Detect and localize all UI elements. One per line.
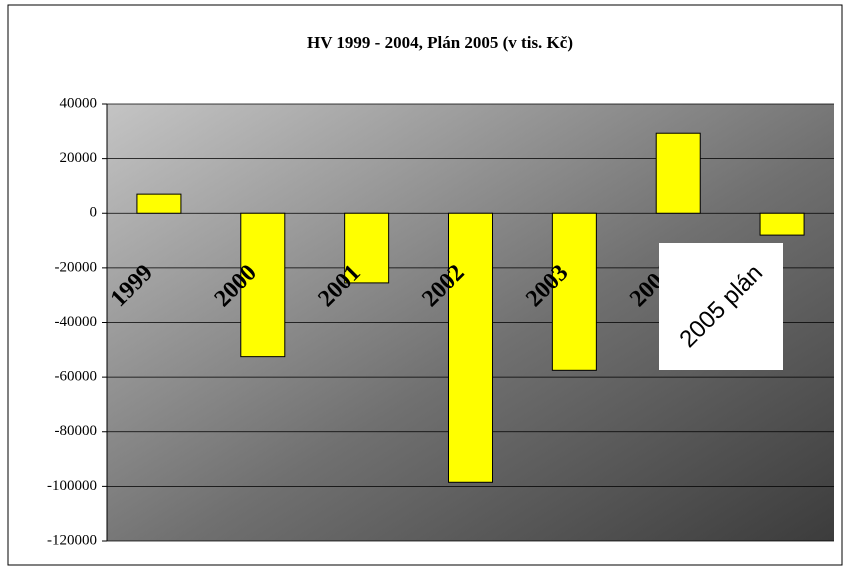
bar <box>344 212 390 284</box>
y-tick-label: -20000 <box>55 259 98 275</box>
bar <box>448 212 493 483</box>
y-tick-label: 0 <box>90 205 98 221</box>
y-tick-label: -120000 <box>47 532 97 548</box>
bar <box>240 212 286 358</box>
chart-title: HV 1999 - 2004, Plán 2005 (v tis. Kč) <box>307 33 573 52</box>
bar <box>759 212 805 236</box>
y-tick-label: -60000 <box>55 369 98 385</box>
y-tick-label: 40000 <box>60 95 98 111</box>
bar <box>551 212 597 371</box>
y-tick-label: -80000 <box>55 423 98 439</box>
y-tick-label: -40000 <box>55 314 98 330</box>
y-tick-label: -100000 <box>47 478 97 494</box>
label-box <box>659 243 783 370</box>
bar <box>136 193 182 214</box>
bar <box>655 132 701 214</box>
y-tick-label: 20000 <box>60 150 98 166</box>
